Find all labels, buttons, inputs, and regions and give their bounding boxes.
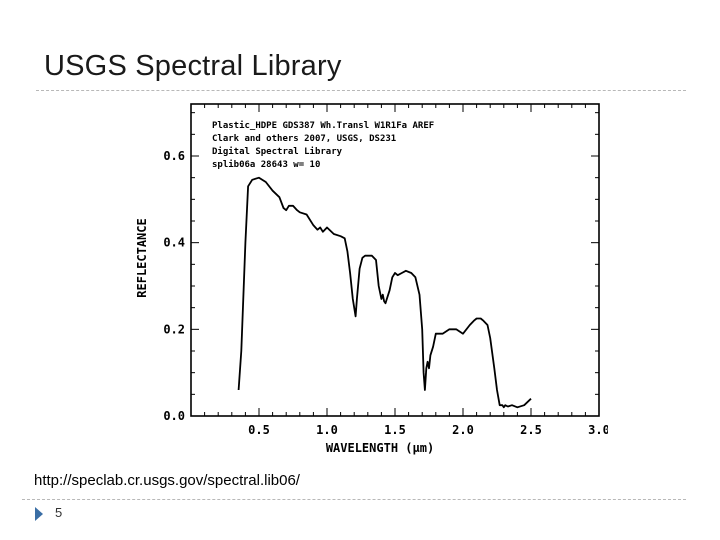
spectrum-chart: 0.5 1.0 1.5 2.0 2.5 3.0 0.0 0.2 0.4 0.6 Plastic_H… — [128, 96, 610, 462]
x-axis-label: WAVELENGTH (μm) — [326, 441, 434, 455]
title-divider — [36, 90, 686, 91]
page-number: 5 — [55, 505, 63, 520]
triangle-bullet-icon — [34, 506, 44, 522]
y-tick-label: 0.2 — [163, 322, 185, 336]
source-url-caption: http://speclab.cr.usgs.gov/spectral.lib0… — [34, 472, 300, 489]
chart-title-line: Digital Spectral Library — [212, 146, 343, 157]
x-tick-label: 3.0 — [588, 423, 608, 437]
chart-title-line: Clark and others 2007, USGS, DS231 — [212, 134, 396, 144]
chart-title-line: Plastic_HDPE GDS387 Wh.Transl W1R1Fa ARE… — [212, 120, 434, 131]
y-tick-label: 0.0 — [163, 409, 185, 423]
x-tick-label: 2.0 — [452, 423, 474, 437]
x-tick-label: 1.0 — [316, 423, 338, 437]
series-line-hdpe — [237, 176, 532, 409]
x-tick-label: 2.5 — [520, 423, 542, 437]
slide-title: USGS Spectral Library — [44, 50, 342, 82]
chart-title-line: splib06a 28643 w= 10 — [212, 159, 320, 170]
y-axis-label: REFLECTANCE — [135, 218, 149, 297]
y-tick-label: 0.6 — [163, 149, 185, 163]
x-tick-label: 0.5 — [248, 423, 270, 437]
footer-divider — [22, 499, 686, 500]
x-tick-label: 1.5 — [384, 423, 406, 437]
chart-svg: 0.5 1.0 1.5 2.0 2.5 3.0 0.0 0.2 0.4 0.6 Plastic_H… — [135, 103, 610, 455]
y-tick-label: 0.4 — [163, 236, 185, 250]
